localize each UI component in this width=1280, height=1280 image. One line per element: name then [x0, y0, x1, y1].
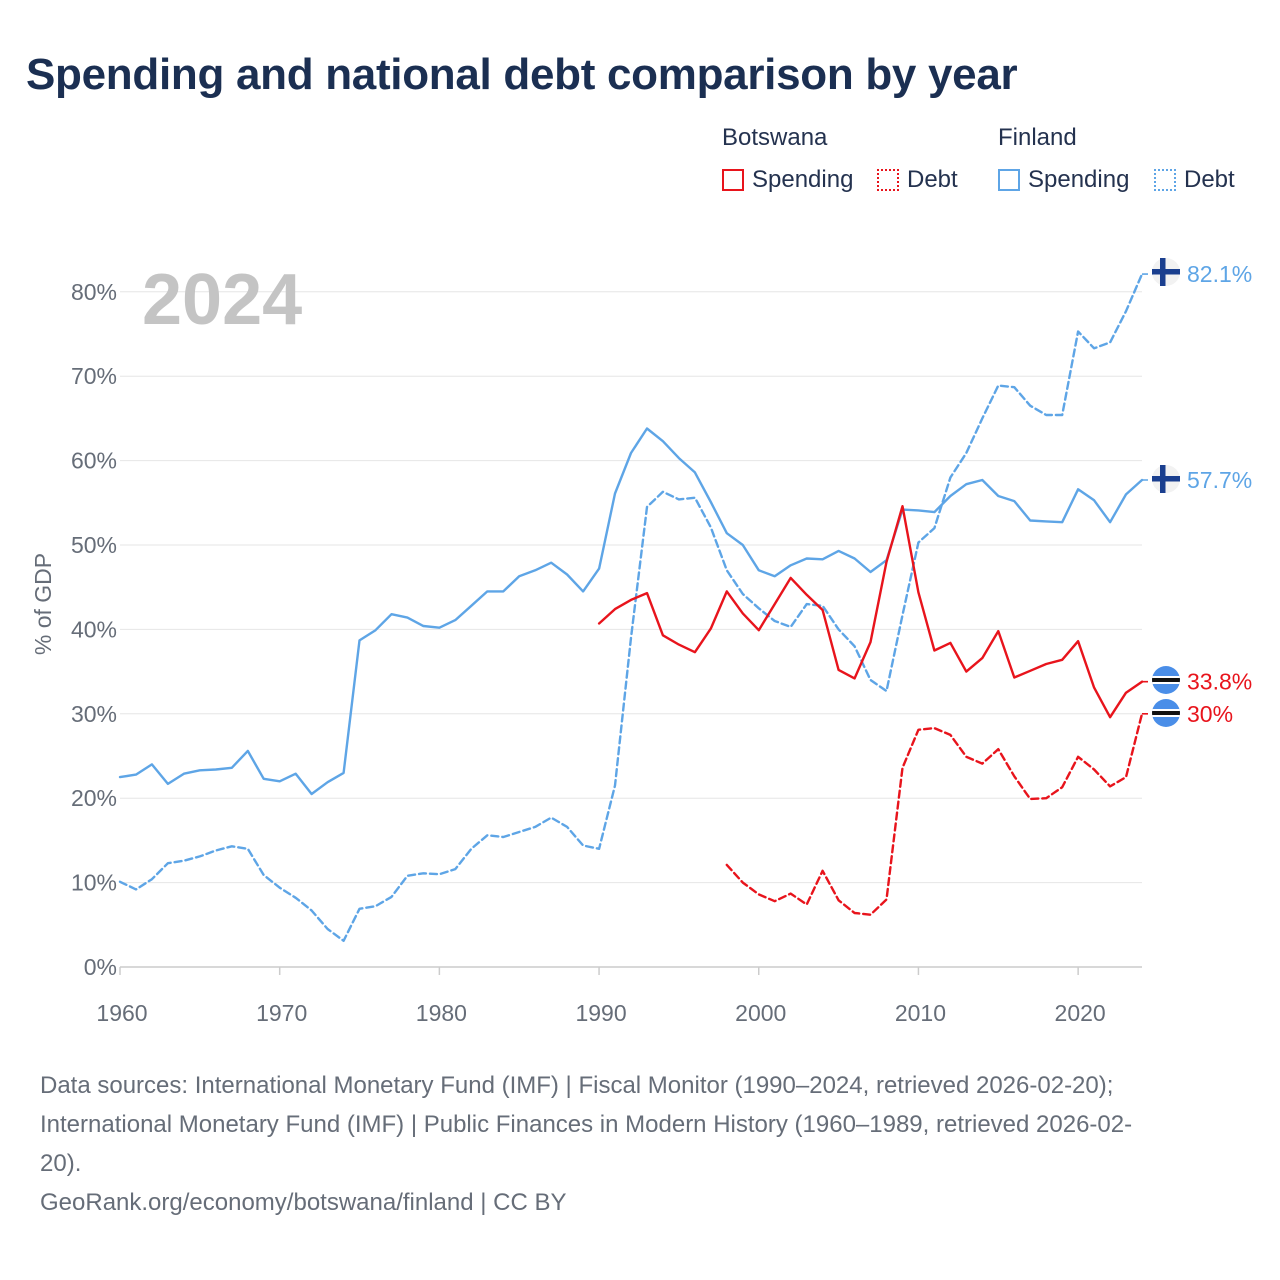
x-tick-label: 1990 [575, 1000, 626, 1026]
legend-swatch-finland-spending[interactable] [998, 169, 1020, 191]
finland-spending-end-label: 57.7% [1187, 467, 1252, 493]
y-tick-label: 10% [71, 870, 117, 896]
legend-label-botswana-spending[interactable]: Spending [752, 166, 854, 193]
botswana-spending-line [597, 505, 1144, 719]
y-axis-label: % of GDP [30, 553, 56, 655]
axes: 0% 10% 20% 30% 40% 50% 60% 70% 80% 1960 1970 1980 19… [71, 279, 1106, 1026]
finland-spending-line [118, 427, 1144, 796]
x-tick-label: 1980 [416, 1000, 467, 1026]
x-tick-label: 2000 [735, 1000, 786, 1026]
botswana-flag-icon [1152, 699, 1180, 727]
legend-label-botswana-debt[interactable]: Debt [907, 166, 958, 193]
botswana-debt-end-label: 30% [1187, 701, 1233, 727]
legend-swatch-botswana-debt[interactable] [877, 169, 899, 191]
legend-label-finland-spending[interactable]: Spending [1028, 166, 1130, 193]
botswana-debt-line [725, 712, 1144, 916]
footer-sources-line-2: International Monetary Fund (IMF) | Publ… [40, 1111, 1133, 1138]
x-tick-label: 2020 [1055, 1000, 1106, 1026]
x-tick-label: 1970 [256, 1000, 307, 1026]
finland-debt-end-label: 82.1% [1187, 261, 1252, 287]
y-tick-label: 0% [84, 954, 117, 980]
finland-flag-icon [1152, 465, 1180, 493]
y-tick-label: 70% [71, 363, 117, 389]
legend-label-finland-debt[interactable]: Debt [1184, 166, 1235, 193]
finland-debt-line [118, 272, 1144, 942]
chart-title: Spending and national debt comparison by… [26, 50, 1018, 99]
legend-group-botswana: Botswana [722, 124, 828, 151]
footer-credit-link[interactable]: GeoRank.org/economy/botswana/finland | C… [40, 1189, 567, 1216]
legend-group-finland: Finland [998, 124, 1077, 151]
y-tick-label: 30% [71, 701, 117, 727]
grid-lines [120, 291, 1142, 968]
series-lines [118, 272, 1158, 942]
finland-flag-icon [1152, 258, 1180, 286]
footer-sources-line-1: Data sources: International Monetary Fun… [40, 1072, 1114, 1099]
footer-sources-line-3: 20). [40, 1150, 82, 1177]
botswana-spending-end-label: 33.8% [1187, 669, 1252, 695]
year-watermark: 2024 [142, 260, 302, 340]
y-tick-label: 60% [71, 448, 117, 474]
legend-swatch-botswana-spending[interactable] [722, 169, 744, 191]
legend-swatch-finland-debt[interactable] [1154, 169, 1176, 191]
x-tick-label: 1960 [96, 1000, 147, 1026]
botswana-flag-icon [1152, 666, 1180, 694]
y-tick-label: 20% [71, 785, 117, 811]
y-tick-label: 80% [71, 279, 117, 305]
x-tick-label: 2010 [895, 1000, 946, 1026]
line-chart: 2024 0% 10% 20% 30% 40% 50% 60% 70% 80% 1960 1970 1… [30, 258, 1252, 1026]
y-tick-label: 50% [71, 532, 117, 558]
end-labels: 57.7% 82.1% 33.8% 30% [1187, 261, 1252, 727]
y-tick-label: 40% [71, 616, 117, 642]
